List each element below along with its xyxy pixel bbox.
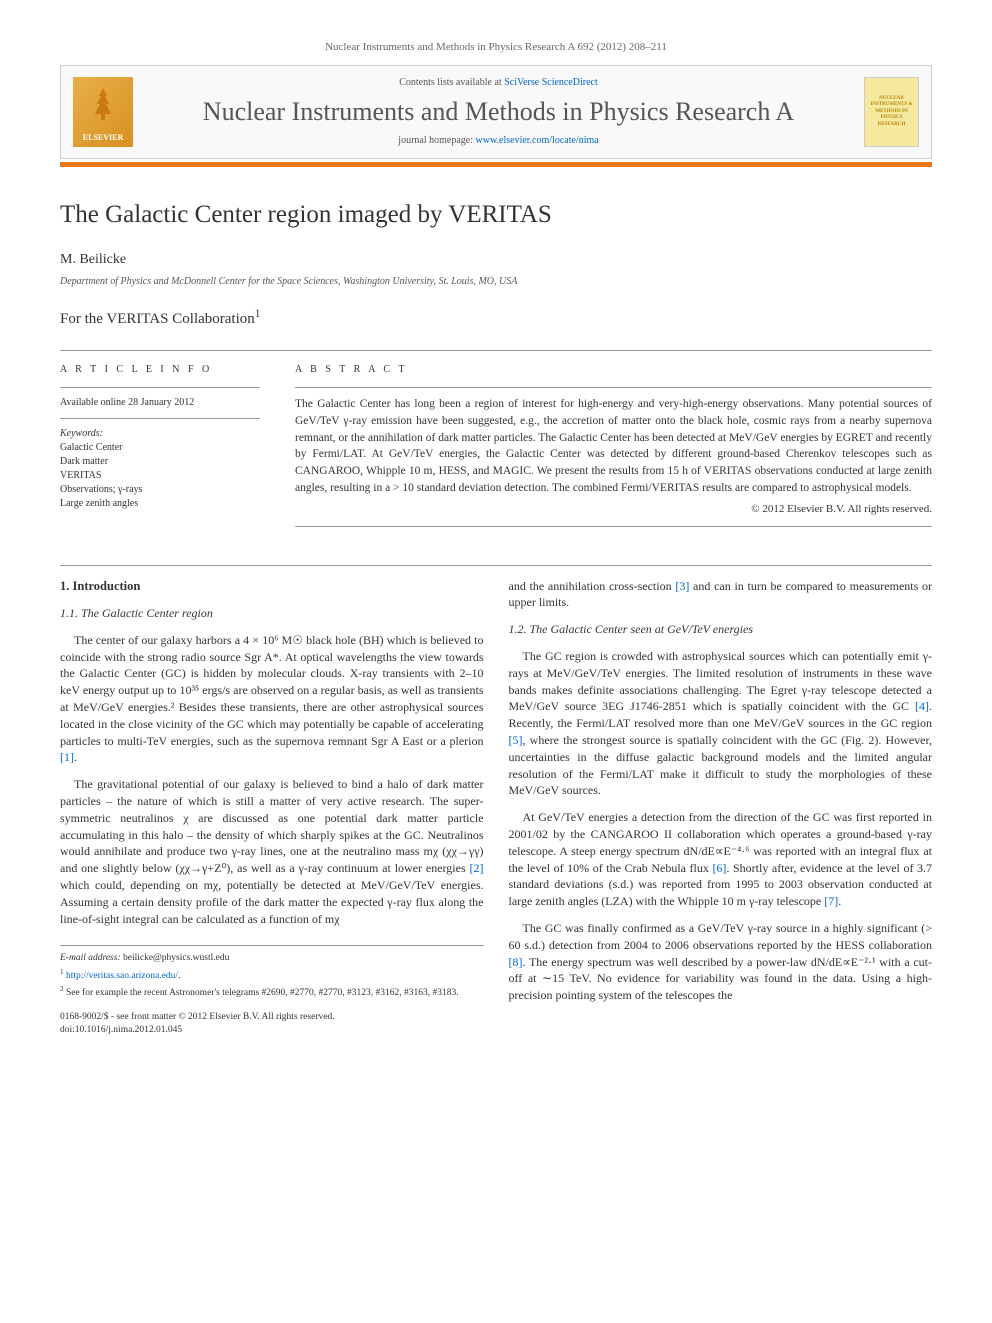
article-title: The Galactic Center region imaged by VER…	[60, 197, 932, 232]
doi-line: doi:10.1016/j.nima.2012.01.045	[60, 1024, 484, 1037]
homepage-link[interactable]: www.elsevier.com/locate/nima	[476, 135, 599, 146]
scidirect-link[interactable]: SciVerse ScienceDirect	[504, 77, 598, 88]
footnote-email: E-mail address: beilicke@physics.wustl.e…	[60, 952, 484, 965]
article-info-block: A R T I C L E I N F O Available online 2…	[60, 363, 260, 534]
ref-link[interactable]: [1]	[60, 750, 74, 764]
keywords-label: Keywords:	[60, 427, 260, 441]
keyword: Observations; γ-rays	[60, 483, 260, 497]
paragraph: The center of our galaxy harbors a 4 × 1…	[60, 632, 484, 766]
ref-link[interactable]: [4]	[915, 699, 929, 713]
footnote-2: 2 See for example the recent Astronomer'…	[60, 985, 484, 1000]
footnote-1: 1 http://veritas.sao.arizona.edu/.	[60, 968, 484, 983]
veritas-link[interactable]: http://veritas.sao.arizona.edu/	[66, 971, 178, 981]
article-info-label: A R T I C L E I N F O	[60, 363, 260, 377]
ref-link[interactable]: [8]	[509, 955, 523, 969]
keyword: Large zenith angles	[60, 497, 260, 511]
contents-line: Contents lists available at SciVerse Sci…	[148, 76, 849, 90]
citation-header: Nuclear Instruments and Methods in Physi…	[60, 40, 932, 55]
ref-link[interactable]: [2]	[470, 861, 484, 875]
ref-link[interactable]: [5]	[509, 733, 523, 747]
divider	[60, 350, 932, 351]
divider	[60, 565, 932, 566]
journal-cover-icon: NUCLEAR INSTRUMENTS & METHODS IN PHYSICS…	[864, 77, 919, 147]
elsevier-logo: ELSEVIER	[73, 77, 133, 147]
author-name: M. Beilicke	[60, 250, 932, 270]
keyword: VERITAS	[60, 469, 260, 483]
left-column: 1. Introduction 1.1. The Galactic Center…	[60, 578, 484, 1038]
banner-center: Contents lists available at SciVerse Sci…	[148, 76, 849, 147]
body-columns: 1. Introduction 1.1. The Galactic Center…	[60, 578, 932, 1038]
elsevier-text: ELSEVIER	[83, 132, 123, 143]
section-heading: 1. Introduction	[60, 578, 484, 596]
available-online: Available online 28 January 2012	[60, 396, 260, 410]
homepage-line: journal homepage: www.elsevier.com/locat…	[148, 134, 849, 148]
orange-divider	[60, 162, 932, 167]
right-column: and the annihilation cross-section [3] a…	[509, 578, 933, 1038]
subsection-heading: 1.1. The Galactic Center region	[60, 605, 484, 622]
abstract-block: A B S T R A C T The Galactic Center has …	[295, 363, 932, 534]
collaboration-line: For the VERITAS Collaboration1	[60, 307, 932, 330]
paragraph: The GC region is crowded with astrophysi…	[509, 648, 933, 799]
journal-title: Nuclear Instruments and Methods in Physi…	[148, 96, 849, 127]
paragraph: At GeV/TeV energies a detection from the…	[509, 809, 933, 910]
elsevier-tree-icon	[85, 77, 121, 132]
paragraph: and the annihilation cross-section [3] a…	[509, 578, 933, 612]
doi-block: 0168-9002/$ - see front matter © 2012 El…	[60, 1011, 484, 1038]
ref-link[interactable]: [7]	[824, 894, 838, 908]
journal-banner: ELSEVIER Contents lists available at Sci…	[60, 65, 932, 158]
subsection-heading: 1.2. The Galactic Center seen at GeV/TeV…	[509, 621, 933, 638]
ref-link[interactable]: [3]	[675, 579, 689, 593]
info-abstract-row: A R T I C L E I N F O Available online 2…	[60, 363, 932, 534]
issn-line: 0168-9002/$ - see front matter © 2012 El…	[60, 1011, 484, 1024]
keyword: Galactic Center	[60, 441, 260, 455]
keyword: Dark matter	[60, 455, 260, 469]
abstract-text: The Galactic Center has long been a regi…	[295, 396, 932, 496]
author-affiliation: Department of Physics and McDonnell Cent…	[60, 275, 932, 289]
paragraph: The gravitational potential of our galax…	[60, 776, 484, 927]
copyright-line: © 2012 Elsevier B.V. All rights reserved…	[295, 502, 932, 517]
ref-link[interactable]: [6]	[712, 861, 726, 875]
abstract-label: A B S T R A C T	[295, 363, 932, 377]
footnotes-block: E-mail address: beilicke@physics.wustl.e…	[60, 945, 484, 1000]
paragraph: The GC was finally confirmed as a GeV/Te…	[509, 920, 933, 1004]
